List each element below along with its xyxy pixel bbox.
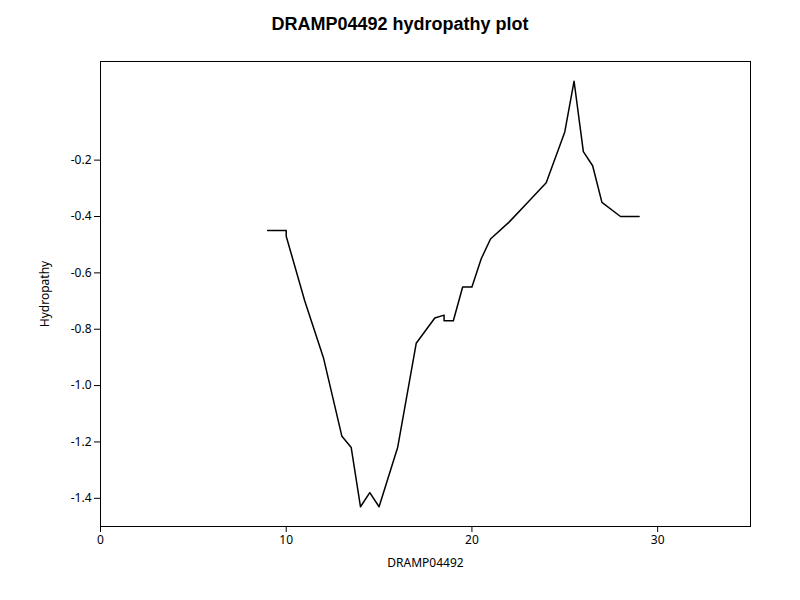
svg-text:-1.4: -1.4 [71, 489, 92, 506]
svg-text:DRAMP04492: DRAMP04492 [387, 554, 463, 571]
svg-text:10: 10 [279, 531, 293, 548]
svg-text:20: 20 [465, 531, 479, 548]
svg-text:-0.4: -0.4 [71, 207, 92, 224]
svg-text:Hydropathy: Hydropathy [36, 260, 53, 327]
svg-text:-1.2: -1.2 [71, 433, 92, 450]
svg-text:0: 0 [97, 531, 104, 548]
svg-text:-1.0: -1.0 [71, 376, 92, 393]
html-text:DRAMP04492 hydropathy plot: DRAMP04492 hydropathy plot [271, 14, 529, 34]
svg-text:-0.2: -0.2 [71, 151, 92, 168]
svg-text:30: 30 [651, 531, 665, 548]
svg-text:-0.6: -0.6 [71, 264, 92, 281]
svg-text:-0.8: -0.8 [71, 320, 92, 337]
